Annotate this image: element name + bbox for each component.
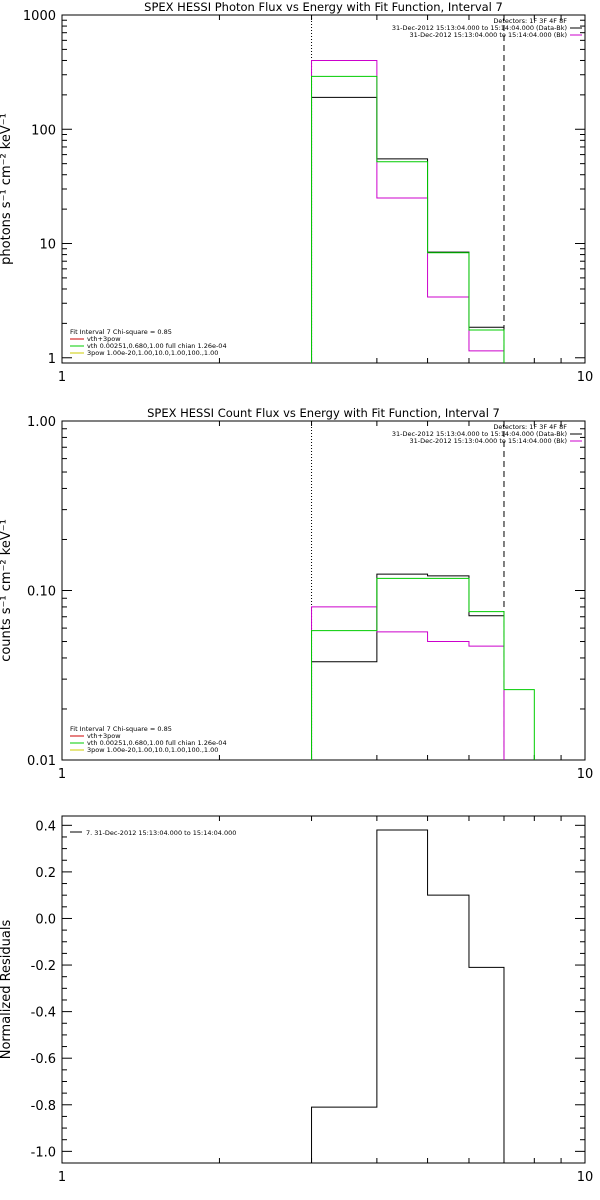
y-tick-label: 1000	[23, 9, 56, 24]
y-tick-label: -0.6	[31, 1052, 56, 1067]
chart-panel-1: SPEX HESSI Photon Flux vs Energy with Fi…	[0, 0, 593, 385]
y-tick-label: 10	[39, 238, 56, 253]
series-step-line-1	[311, 573, 505, 760]
legend-bl-entry: 3pow 1.00e-20,1.00,10.0,1.00,100.,1.00	[87, 349, 218, 357]
y-tick-label: 0.4	[35, 819, 56, 834]
legend-tr-entry: 31-Dec-2012 15:13:04.000 to 15:14:04.000…	[392, 430, 567, 438]
chart-title: SPEX HESSI Count Flux vs Energy with Fit…	[147, 406, 500, 420]
chart-panel-3: Normalized Residuals 1 10 0.4 0.2 0.0 -0.2 -0.4…	[0, 815, 594, 1185]
legend-bl-entry: vth+3pow	[87, 335, 121, 343]
y-axis-label: photons s⁻¹ cm⁻² keV⁻¹	[0, 113, 14, 265]
y-tick-label: 0.2	[35, 866, 56, 881]
series-step-line-2	[311, 606, 505, 760]
legend-resid-entry: 7. 31-Dec-2012 15:13:04.000 to 15:14:04.…	[86, 829, 236, 837]
x-tick-label: 1	[58, 767, 66, 782]
legend-tr-entry: 31-Dec-2012 15:13:04.000 to 15:14:04.000…	[410, 437, 568, 445]
plot-frame	[61, 420, 586, 761]
y-tick-label: -0.8	[31, 1099, 56, 1114]
legend-bl-entry: vth 0.00251,0.680,1.00 full chian 1.26e-…	[87, 739, 227, 747]
legend-bl-entry: 3pow 1.00e-20,1.00,10.0,1.00,100.,1.00	[87, 746, 218, 754]
y-axis-label: Normalized Residuals	[0, 920, 14, 1060]
y-tick-label: 100	[31, 123, 56, 138]
series-step-line-3	[311, 577, 535, 760]
x-tick-label: 10	[577, 767, 594, 782]
y-axis-label: counts s⁻¹ cm⁻² keV⁻¹	[0, 519, 14, 662]
y-tick-label: 0.10	[27, 585, 56, 600]
x-tick-label: 10	[577, 370, 594, 385]
y-tick-label: -1.0	[31, 1145, 56, 1160]
chart-title: SPEX HESSI Photon Flux vs Energy with Fi…	[144, 0, 503, 14]
plot-frame	[61, 815, 586, 1164]
x-tick-label: 1	[58, 370, 66, 385]
legend-tr-entry: 31-Dec-2012 15:13:04.000 to 15:14:04.000…	[410, 31, 568, 39]
plot-frame	[61, 14, 586, 364]
y-tick-label: 0.01	[27, 754, 56, 769]
x-tick-label: 1	[58, 1170, 66, 1185]
legend-tr-entry: 31-Dec-2012 15:13:04.000 to 15:14:04.000…	[392, 24, 567, 32]
legend-bl-entry: Fit Interval 7 Chi-square = 0.85	[70, 328, 172, 336]
legend-bl-entry: Fit Interval 7 Chi-square = 0.85	[70, 725, 172, 733]
series-step-line-2	[311, 59, 505, 363]
chart-panel-2: SPEX HESSI Count Flux vs Energy with Fit…	[0, 406, 593, 782]
series-step-line-1	[311, 829, 505, 1163]
y-tick-label: 1.00	[27, 415, 56, 430]
y-tick-label: -0.4	[31, 1006, 56, 1021]
y-tick-label: 0.0	[35, 912, 56, 927]
legend-tr-entry: Detectors: 1F 3F 4F 8F	[493, 17, 567, 25]
y-tick-label: -0.2	[31, 959, 56, 974]
series-step-line-1	[311, 96, 505, 363]
legend-tr-entry: Detectors: 1F 3F 4F 8F	[493, 423, 567, 431]
legend-bl-entry: vth 0.00251,0.680,1.00 full chian 1.26e-…	[87, 342, 227, 350]
legend-bl-entry: vth+3pow	[87, 732, 121, 740]
series-step-line-3	[311, 75, 505, 363]
x-tick-label: 10	[577, 1170, 594, 1185]
y-tick-label: 1	[48, 352, 56, 367]
